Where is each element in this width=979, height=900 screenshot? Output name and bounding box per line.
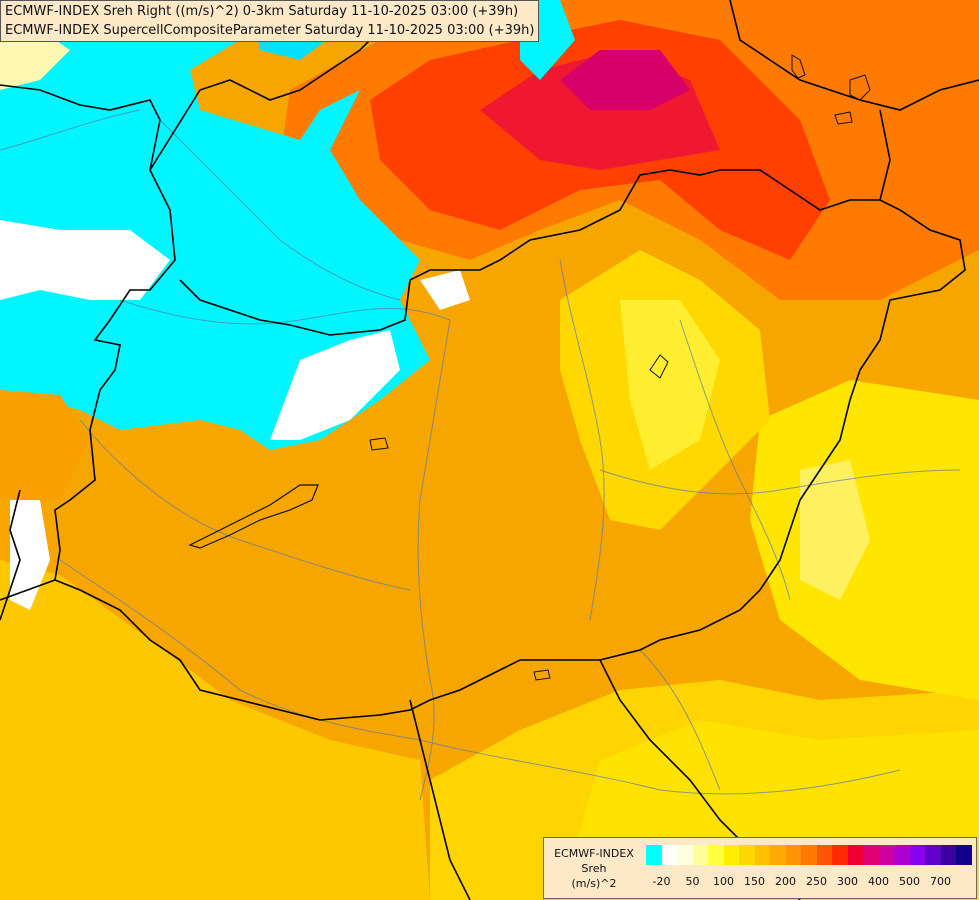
white-patch-east [270,330,400,440]
legend-tick-label: 500 [899,875,920,888]
legend-unit: (m/s)^2 [571,877,617,890]
white-patch-southwest [10,500,50,610]
map-title-line-1: ECMWF-INDEX Sreh Right ((m/s)^2) 0-3km S… [5,4,519,19]
legend-tick-label: 50 [685,875,700,888]
legend-swatch [909,845,925,865]
legend-tick-label: 250 [806,875,827,888]
legend-swatch [677,845,693,865]
legend-swatch [723,845,739,865]
color-legend: ECMWF-INDEX Sreh (m/s)^2 -20 50 100 150 200 2… [543,837,977,899]
legend-model: ECMWF-INDEX [554,847,634,860]
legend-swatch [832,845,848,865]
legend-swatch [692,845,708,865]
legend-ticks: -20 50 100 150 200 250 300 400 500 700 [646,875,970,891]
central-light-lobe [620,300,720,470]
west-orange-lobe [0,390,90,500]
legend-tick-label: -20 [652,875,671,888]
legend-title: ECMWF-INDEX Sreh (m/s)^2 [548,846,640,891]
legend-swatch [863,845,879,865]
legend-swatch [956,845,972,865]
legend-swatch [739,845,755,865]
legend-tick-label: 400 [868,875,889,888]
map-title-box: ECMWF-INDEX Sreh Right ((m/s)^2) 0-3km S… [0,0,540,42]
legend-tick-label: 300 [837,875,858,888]
legend-swatch [801,845,817,865]
north-magenta-max [560,50,690,110]
southwest-yellow-area [0,560,430,900]
lake-balaton [188,484,319,549]
legend-swatch [894,845,910,865]
northwest-cyan-area [0,0,430,450]
east-light-lobe [800,460,870,600]
legend-swatch [708,845,724,865]
white-patch-west [0,220,170,300]
legend-variable: Sreh [581,862,607,875]
legend-tick-label: 200 [775,875,796,888]
legend-swatch [770,845,786,865]
legend-swatch [661,845,677,865]
legend-swatch [847,845,863,865]
legend-tick-label: 100 [713,875,734,888]
legend-swatch [646,845,662,865]
legend-tick-label: 150 [744,875,765,888]
legend-swatch [925,845,941,865]
small-lakes [369,54,871,681]
legend-tick-label: 700 [930,875,951,888]
legend-swatch [754,845,770,865]
rivers [0,109,961,801]
white-patch-small [420,270,470,310]
legend-swatch [878,845,894,865]
legend-swatches [646,845,972,865]
legend-swatch [940,845,956,865]
legend-swatch [785,845,801,865]
pale-cream-edge [0,30,70,90]
legend-swatch [816,845,832,865]
map-title-line-2: ECMWF-INDEX SupercellCompositeParameter … [5,23,535,38]
